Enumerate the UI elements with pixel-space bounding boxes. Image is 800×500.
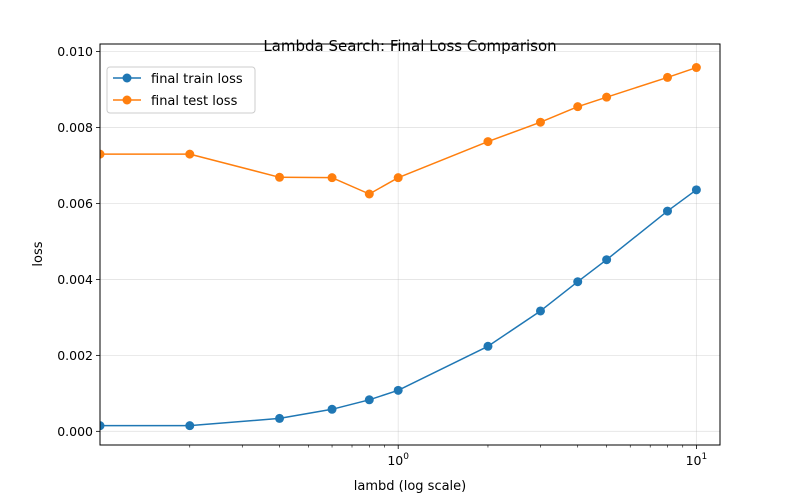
y-axis-label: loss — [31, 241, 46, 266]
data-point — [393, 173, 403, 183]
y-tick-label: 0.008 — [57, 120, 93, 135]
data-point — [185, 421, 195, 431]
plot-frame — [99, 43, 721, 446]
legend-label-train: final train loss — [151, 72, 243, 87]
legend-label-test: final test loss — [151, 94, 238, 109]
data-point — [535, 117, 545, 127]
series-line — [100, 66, 697, 195]
data-point — [327, 404, 337, 414]
data-point — [364, 189, 374, 199]
x-tick-label: 100 — [387, 452, 409, 468]
data-point — [275, 172, 285, 182]
data-point — [100, 149, 105, 159]
legend-box — [106, 66, 256, 114]
data-point — [393, 385, 403, 395]
data-point — [662, 72, 672, 82]
data-point — [691, 63, 701, 73]
data-point — [185, 149, 195, 159]
data-point — [364, 395, 374, 405]
series-1 — [100, 63, 701, 199]
legend-entry-train: final train loss — [113, 72, 243, 87]
series-line — [100, 189, 697, 427]
data-point — [691, 185, 701, 195]
x-axis-label: lambd (log scale) — [354, 479, 466, 494]
data-point — [100, 421, 105, 431]
legend: final train loss final test loss — [106, 66, 256, 114]
data-point — [602, 92, 612, 102]
y-tick-label: 0.010 — [57, 44, 93, 59]
data-point — [573, 277, 583, 287]
y-tick-label: 0.002 — [57, 348, 93, 363]
x-tick-label: 101 — [686, 452, 708, 468]
data-point — [662, 206, 672, 216]
data-point — [602, 255, 612, 265]
x-axis: 100 101 — [387, 445, 707, 468]
data-point — [573, 102, 583, 112]
y-tick-label: 0.000 — [57, 424, 93, 439]
data-point — [275, 413, 285, 423]
y-axis: 0.000 0.002 0.004 0.006 0.008 0.010 — [57, 44, 100, 439]
legend-marker-test — [122, 95, 132, 105]
data-point — [327, 173, 337, 183]
data-point — [483, 137, 493, 147]
legend-entry-test: final test loss — [113, 94, 238, 109]
grid — [100, 44, 720, 445]
data-point — [535, 306, 545, 316]
legend-marker-train — [122, 73, 132, 83]
plot-series — [100, 63, 701, 431]
chart-title: Lambda Search: Final Loss Comparison — [263, 37, 556, 55]
y-tick-label: 0.004 — [57, 272, 93, 287]
y-tick-label: 0.006 — [57, 196, 93, 211]
series-0 — [100, 185, 701, 431]
data-point — [483, 341, 493, 351]
